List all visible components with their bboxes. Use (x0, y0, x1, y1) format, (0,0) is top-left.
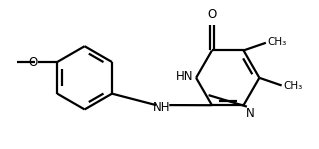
Text: HN: HN (176, 70, 193, 83)
Text: NH: NH (153, 101, 171, 114)
Text: CH₃: CH₃ (283, 81, 303, 91)
Text: CH₃: CH₃ (268, 37, 287, 47)
Text: O: O (207, 8, 217, 21)
Text: N: N (246, 107, 255, 120)
Text: O: O (28, 56, 37, 69)
